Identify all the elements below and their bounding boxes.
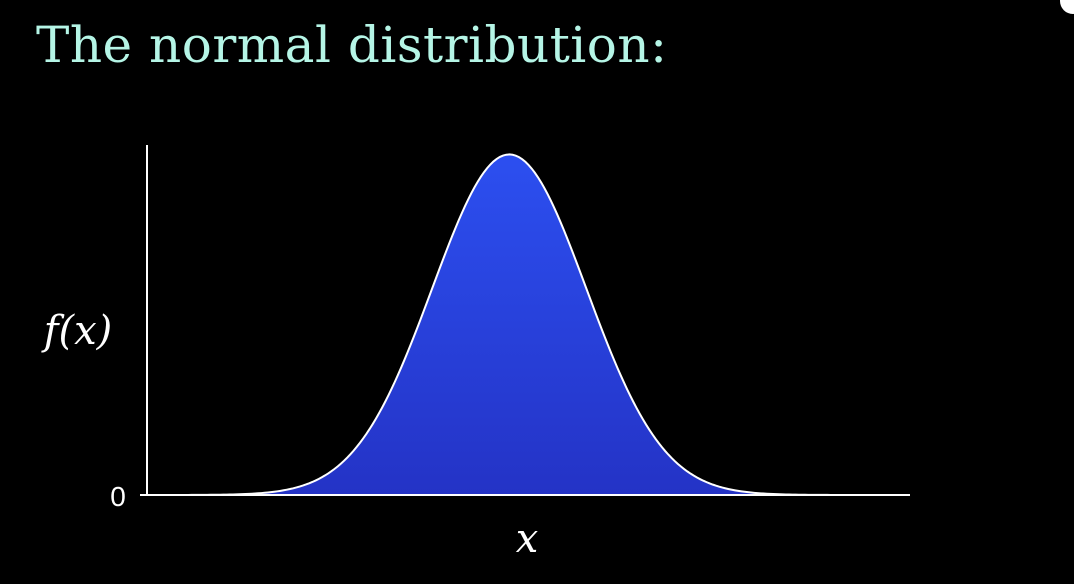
distribution-area	[147, 154, 910, 495]
x-axis-label: x	[516, 516, 539, 562]
page-title: The normal distribution:	[36, 16, 668, 74]
y-axis-label: f(x)	[41, 308, 113, 354]
corner-button-icon	[1060, 0, 1074, 14]
y-tick-label: 0	[110, 481, 126, 512]
